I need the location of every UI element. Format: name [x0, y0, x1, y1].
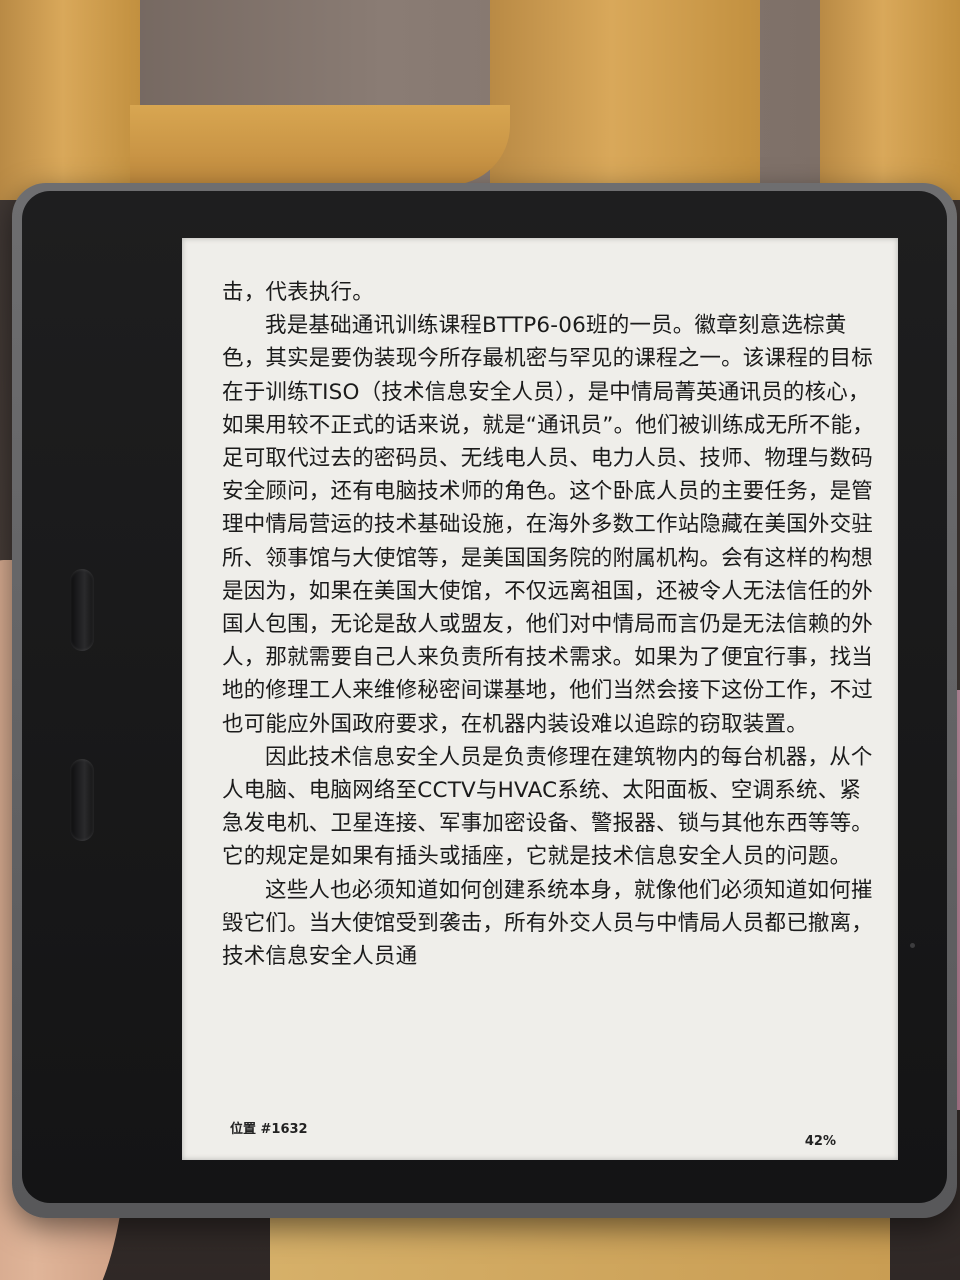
wooden-bed-post-left	[0, 0, 140, 200]
wooden-bed-post-right	[820, 0, 960, 200]
wooden-bed-rail	[130, 105, 510, 185]
book-paragraph: 这些人也必须知道如何创建系统本身，就像他们必须知道如何摧毁它们。当大使馆受到袭击…	[222, 877, 874, 970]
location-label: 位置 #1632	[230, 1122, 308, 1137]
ereader-screen[interactable]: 击，代表执行。我是基础通讯训练课程BTTP6-06班的一员。徽章刻意选棕黄色，其…	[182, 238, 898, 1160]
light-sensor	[910, 943, 915, 948]
reading-progress: 42%	[804, 1134, 836, 1149]
wooden-bed-post-center	[490, 0, 760, 200]
book-paragraph: 我是基础通讯训练课程BTTP6-06班的一员。徽章刻意选棕黄色，其实是要伪装现今…	[222, 313, 874, 737]
page-back-button[interactable]	[70, 759, 94, 841]
page-forward-button[interactable]	[70, 569, 94, 651]
book-paragraph: 击，代表执行。	[222, 280, 374, 305]
book-paragraph: 因此技术信息安全人员是负责修理在建筑物内的每台机器，从个人电脑、电脑网络至CCT…	[222, 744, 874, 870]
book-text: 击，代表执行。我是基础通讯训练课程BTTP6-06班的一员。徽章刻意选棕黄色，其…	[222, 276, 882, 973]
